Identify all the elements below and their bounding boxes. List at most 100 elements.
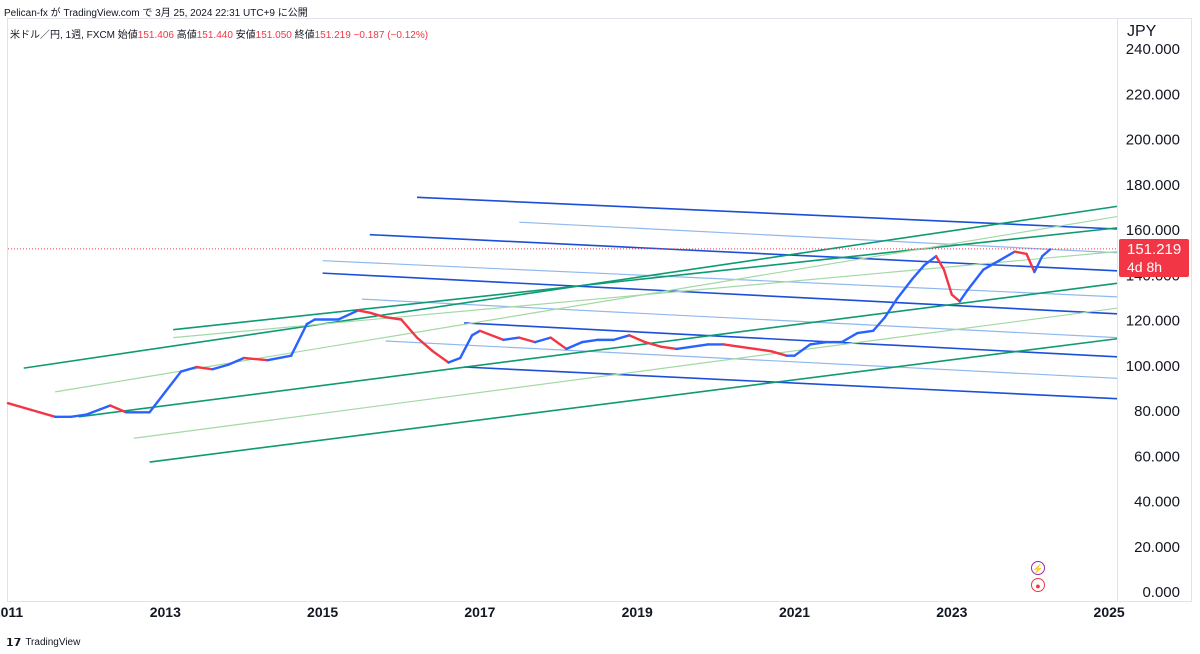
x-tick-label: 2011 bbox=[0, 604, 23, 620]
price-segment-41 bbox=[659, 345, 678, 351]
x-tick-label: 2023 bbox=[936, 604, 967, 620]
channel-line-15[interactable] bbox=[133, 307, 1118, 439]
x-tick-label: 2021 bbox=[779, 604, 810, 620]
channel-line-8[interactable] bbox=[385, 340, 1118, 379]
price-segment-63 bbox=[958, 288, 969, 303]
price-segment-48 bbox=[769, 349, 788, 357]
price-segment-12 bbox=[211, 363, 230, 371]
price-segment-39 bbox=[628, 334, 647, 344]
open-value: 151.406 bbox=[137, 30, 174, 41]
low-label: 安値 bbox=[235, 30, 256, 41]
price-segment-35 bbox=[565, 340, 584, 351]
low-value: 151.050 bbox=[255, 30, 292, 41]
price-segment-14 bbox=[242, 356, 269, 362]
channel-line-11[interactable] bbox=[78, 282, 1118, 418]
price-segment-24 bbox=[400, 318, 419, 339]
x-tick-label: 2017 bbox=[464, 604, 495, 620]
y-tick-label: 20.000 bbox=[1134, 539, 1180, 556]
change-value: −0.187 (−0.12%) bbox=[353, 30, 429, 41]
chart-frame-left bbox=[7, 18, 8, 602]
price-segment-55 bbox=[871, 316, 887, 333]
time-axis-separator bbox=[7, 601, 1192, 602]
price-segment-62 bbox=[950, 293, 961, 303]
price-segment-40 bbox=[643, 340, 663, 348]
y-tick-label: 40.000 bbox=[1134, 494, 1180, 511]
channel-line-6[interactable] bbox=[519, 221, 1118, 254]
price-segment-46 bbox=[738, 345, 757, 351]
y-tick-label: 80.000 bbox=[1134, 403, 1180, 420]
currency-label[interactable]: JPY bbox=[1127, 23, 1157, 40]
price-segment-17 bbox=[305, 318, 316, 326]
symbol-name[interactable]: 米ドル／円, 1週, FXCM bbox=[10, 30, 116, 41]
channel-line-7[interactable] bbox=[361, 298, 1118, 339]
price-segment-25 bbox=[415, 336, 434, 353]
y-tick-label: 240.000 bbox=[1126, 41, 1180, 58]
price-axis-separator bbox=[1117, 18, 1118, 602]
close-label: 終値 bbox=[294, 30, 315, 41]
price-segment-2 bbox=[30, 408, 57, 418]
tradingview-logo-icon: 𝟭𝟳 bbox=[6, 637, 22, 649]
price-segment-65 bbox=[982, 259, 1001, 271]
chart-frame-right bbox=[1191, 18, 1192, 602]
channel-line-5[interactable] bbox=[322, 260, 1118, 298]
price-segment-10 bbox=[179, 365, 198, 373]
channel-line-10[interactable] bbox=[173, 227, 1118, 331]
price-segment-47 bbox=[753, 347, 773, 353]
price-segment-20 bbox=[337, 309, 360, 321]
price-segment-57 bbox=[895, 277, 914, 301]
price-segment-29 bbox=[470, 329, 482, 337]
publish-info: Pelican-fx が TradingView.com で 3月 25, 20… bbox=[4, 8, 308, 19]
price-segment-11 bbox=[195, 365, 214, 371]
channel-line-4[interactable] bbox=[464, 366, 1118, 400]
price-segment-50 bbox=[793, 343, 812, 357]
price-segment-67 bbox=[1013, 250, 1028, 256]
price-segment-70 bbox=[1041, 248, 1052, 258]
brand-name: TradingView bbox=[25, 637, 81, 648]
price-segment-13 bbox=[227, 356, 246, 366]
price-segment-64 bbox=[966, 268, 985, 292]
us-flag-event-icon[interactable]: ● bbox=[1031, 578, 1045, 592]
price-segment-28 bbox=[459, 334, 474, 360]
y-tick-label: 180.000 bbox=[1126, 177, 1180, 194]
y-tick-label: 200.000 bbox=[1126, 132, 1180, 149]
price-segment-4 bbox=[69, 413, 88, 418]
price-segment-45 bbox=[722, 343, 741, 348]
chart-frame-top bbox=[7, 18, 1192, 19]
price-segment-30 bbox=[478, 329, 505, 342]
channel-line-3[interactable] bbox=[464, 322, 1118, 358]
price-segment-5 bbox=[85, 404, 112, 416]
price-segment-68 bbox=[1025, 252, 1036, 274]
price-segment-54 bbox=[856, 329, 875, 335]
price-segment-36 bbox=[580, 338, 600, 344]
last-price-badge: 151.219 4d 8h bbox=[1119, 239, 1189, 277]
x-tick-label: 2019 bbox=[622, 604, 653, 620]
price-segment-6 bbox=[109, 404, 128, 414]
tradingview-brand[interactable]: 𝟭𝟳 TradingView bbox=[6, 636, 80, 649]
high-label: 高値 bbox=[176, 30, 197, 41]
price-segment-27 bbox=[447, 356, 462, 364]
y-tick-label: 160.000 bbox=[1126, 222, 1180, 239]
channel-line-14[interactable] bbox=[173, 251, 1118, 339]
channel-line-1[interactable] bbox=[416, 196, 1118, 230]
channel-line-2[interactable] bbox=[322, 272, 1118, 315]
bar-countdown: 4d 8h bbox=[1127, 259, 1163, 275]
y-tick-label: 60.000 bbox=[1134, 448, 1180, 465]
price-segment-9 bbox=[164, 370, 183, 394]
price-segment-61 bbox=[942, 268, 954, 296]
channel-line-12[interactable] bbox=[149, 337, 1118, 463]
lightning-event-icon[interactable]: ⚡ bbox=[1031, 561, 1045, 575]
price-segment-53 bbox=[840, 331, 859, 344]
price-segment-32 bbox=[518, 336, 537, 344]
price-segment-8 bbox=[148, 390, 167, 414]
price-segment-43 bbox=[691, 343, 710, 348]
price-segment-56 bbox=[883, 297, 898, 319]
high-value: 151.440 bbox=[196, 30, 233, 41]
price-segment-58 bbox=[911, 264, 926, 280]
price-segment-59 bbox=[923, 254, 938, 267]
price-segment-21 bbox=[356, 309, 372, 314]
symbol-legend[interactable]: 米ドル／円, 1週, FXCM 始値151.406 高値151.440 安値15… bbox=[10, 26, 428, 41]
price-segment-1 bbox=[6, 402, 33, 412]
x-tick-label: 2015 bbox=[307, 604, 338, 620]
open-label: 始値 bbox=[117, 30, 138, 41]
